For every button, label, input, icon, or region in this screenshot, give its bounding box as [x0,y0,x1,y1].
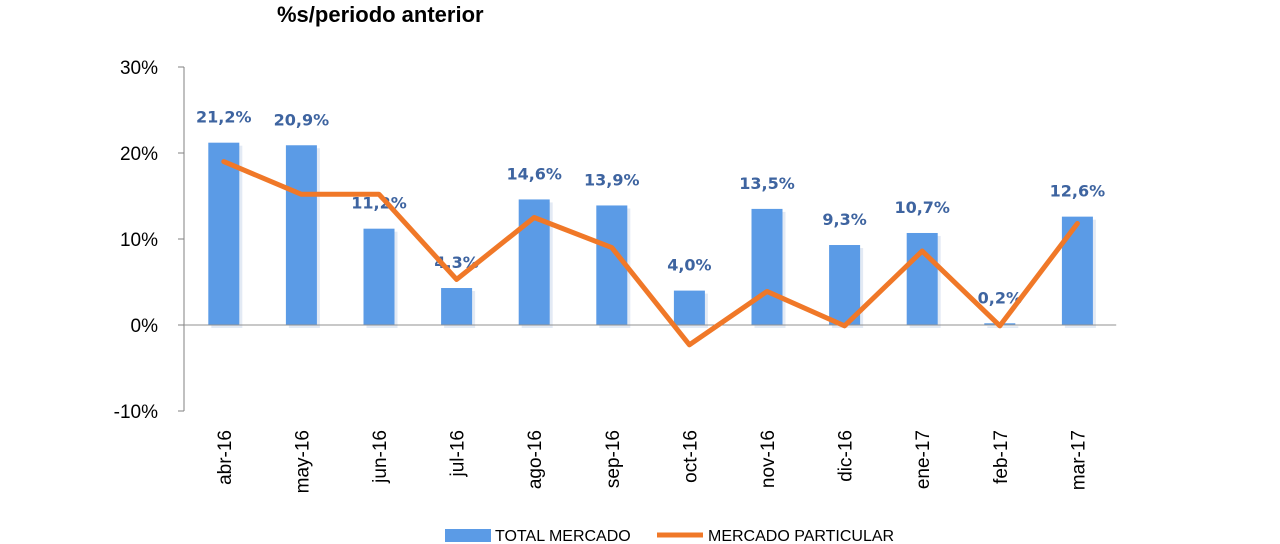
y-tick-label: 30% [120,58,158,79]
x-tick-label: nov-16 [758,430,779,488]
legend-swatch-total-mercado [445,529,491,542]
y-tick-label: 10% [120,230,158,251]
bar-shadow [987,326,1019,328]
x-tick-label: feb-17 [991,430,1012,484]
bar [751,208,783,325]
x-tick-label: jun-16 [370,430,391,484]
bar-data-labels: 21,2% 20,9%11,2%4,3%14,6% 13,9%4,0%13,5%9,… [196,108,1105,308]
x-tick-label: sep-16 [603,430,624,488]
bar-data-label: 14,6% [506,164,562,183]
bar-data-label: 20,9% [274,110,330,129]
y-tick-label: 0% [131,316,159,337]
chart-title: %s/periodo anterior [277,2,484,27]
x-tick-label: jul-16 [448,430,469,477]
legend-label-mercado-particular: MERCADO PARTICULAR [708,528,894,544]
bar [1061,216,1093,325]
bar [208,142,240,325]
x-tick-label: abr-16 [215,430,236,485]
y-tick-label: -10% [114,402,158,423]
bar-data-label: 12,6% [1050,182,1106,201]
x-tick-label: may-16 [292,430,313,493]
bar [363,228,395,325]
bar-data-label: 9,3% [822,210,866,229]
bar-data-label: 21,2% [196,108,252,127]
bar [829,245,861,325]
bar [906,232,938,325]
x-tick-label: ene-17 [913,430,934,489]
x-tick-label: dic-16 [836,430,857,482]
legend-label-total-mercado: TOTAL MERCADO [495,528,631,544]
bar-data-label: 13,5% [739,174,795,193]
y-tick-label: 20% [120,144,158,165]
x-tick-label: mar-17 [1068,430,1089,490]
bar-data-label: 4,0% [667,256,711,275]
bar-data-label: 0,2% [978,288,1022,307]
bar-data-label: 13,9% [584,170,640,189]
bar [596,205,628,325]
x-tick-label: ago-16 [525,430,546,489]
bar [441,288,473,325]
legend: TOTAL MERCADO MERCADO PARTICULAR [445,528,894,544]
bar-data-label: 10,7% [894,198,950,217]
x-axis-tick-labels: abr-16 may-16 jun-16 jul-16 ago-16 sep-16 oct-… [215,430,1090,493]
series-line-mercado-particular [221,159,1080,348]
bar [673,290,705,325]
y-axis-ticks: 30% 20% 10% 0% -10% [114,58,184,423]
bar [285,145,317,325]
bars [208,142,1096,328]
x-tick-label: oct-16 [680,430,701,483]
